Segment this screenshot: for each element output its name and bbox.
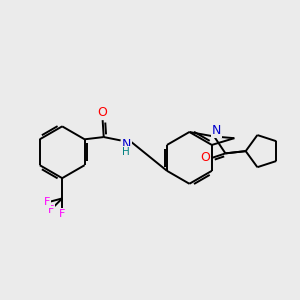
Text: O: O — [200, 152, 210, 164]
Text: F: F — [59, 209, 65, 219]
Text: N: N — [212, 124, 221, 137]
Text: N: N — [122, 138, 131, 152]
Text: H: H — [122, 147, 130, 157]
Text: F: F — [48, 205, 54, 214]
Text: O: O — [98, 106, 108, 119]
Text: F: F — [44, 197, 50, 208]
